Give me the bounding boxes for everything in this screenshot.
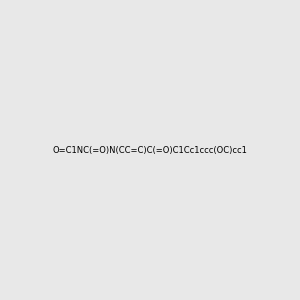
Text: O=C1NC(=O)N(CC=C)C(=O)C1Cc1ccc(OC)cc1: O=C1NC(=O)N(CC=C)C(=O)C1Cc1ccc(OC)cc1 <box>52 146 247 154</box>
